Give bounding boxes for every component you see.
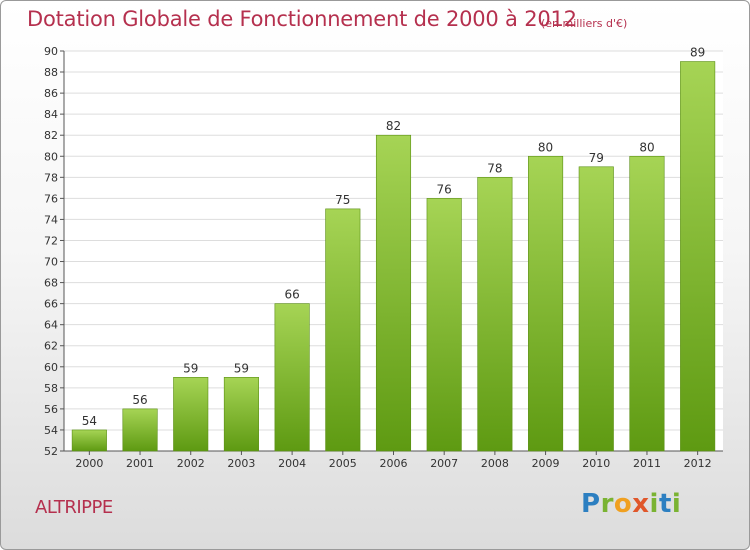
y-tick-label: 54 bbox=[44, 424, 58, 437]
bar bbox=[223, 377, 259, 452]
bar bbox=[629, 155, 665, 452]
y-tick-label: 64 bbox=[44, 319, 58, 332]
x-tick-label: 2003 bbox=[227, 457, 255, 470]
chart-title: Dotation Globale de Fonctionnement de 20… bbox=[27, 7, 577, 31]
data-label: 59 bbox=[234, 361, 249, 375]
y-tick-label: 74 bbox=[44, 213, 58, 226]
data-label: 80 bbox=[639, 140, 654, 154]
x-tick-label: 2011 bbox=[633, 457, 661, 470]
y-tick-label: 68 bbox=[44, 277, 58, 290]
bar bbox=[578, 166, 614, 452]
y-tick-label: 78 bbox=[44, 171, 58, 184]
y-tick-label: 90 bbox=[44, 45, 58, 58]
data-label: 82 bbox=[386, 119, 401, 133]
bar bbox=[173, 377, 209, 452]
bar bbox=[477, 177, 513, 452]
data-label: 76 bbox=[437, 182, 452, 196]
bar bbox=[680, 61, 716, 452]
x-tick-label: 2004 bbox=[278, 457, 306, 470]
y-tick-label: 80 bbox=[44, 150, 58, 163]
data-label: 56 bbox=[132, 393, 147, 407]
bar bbox=[375, 134, 412, 452]
chart-unit: (en milliers d'€) bbox=[541, 17, 628, 30]
bar bbox=[274, 303, 310, 452]
y-tick-label: 82 bbox=[44, 129, 58, 142]
y-tick-label: 66 bbox=[44, 298, 58, 311]
data-label: 66 bbox=[284, 288, 299, 302]
x-tick-label: 2005 bbox=[329, 457, 357, 470]
x-tick-label: 2008 bbox=[481, 457, 509, 470]
y-tick-label: 86 bbox=[44, 87, 58, 100]
data-label: 54 bbox=[82, 414, 97, 428]
data-label: 59 bbox=[183, 361, 198, 375]
x-tick-label: 2001 bbox=[126, 457, 154, 470]
y-tick-label: 88 bbox=[44, 66, 58, 79]
data-label: 79 bbox=[589, 151, 604, 165]
y-tick-label: 60 bbox=[44, 361, 58, 374]
y-tick-label: 62 bbox=[44, 340, 58, 353]
y-tick-label: 58 bbox=[44, 382, 58, 395]
bar bbox=[426, 198, 462, 452]
x-tick-label: 2007 bbox=[430, 457, 458, 470]
x-tick-label: 2002 bbox=[177, 457, 205, 470]
data-label: 78 bbox=[487, 161, 502, 175]
data-label: 80 bbox=[538, 140, 553, 154]
bar bbox=[71, 429, 107, 452]
x-tick-label: 2000 bbox=[75, 457, 103, 470]
x-tick-label: 2012 bbox=[684, 457, 712, 470]
data-label: 89 bbox=[690, 46, 705, 60]
proxiti-logo[interactable]: Proxiti bbox=[581, 489, 682, 519]
commune-name: ALTRIPPE bbox=[35, 497, 113, 518]
bar bbox=[325, 208, 361, 452]
y-tick-label: 72 bbox=[44, 234, 58, 247]
bar bbox=[122, 408, 158, 452]
y-tick-label: 52 bbox=[44, 445, 58, 458]
data-label: 75 bbox=[335, 193, 350, 207]
bar bbox=[528, 155, 564, 452]
y-tick-label: 70 bbox=[44, 256, 58, 269]
x-tick-label: 2006 bbox=[380, 457, 408, 470]
x-tick-label: 2010 bbox=[582, 457, 610, 470]
y-tick-label: 56 bbox=[44, 403, 58, 416]
y-tick-label: 84 bbox=[44, 108, 58, 121]
x-tick-label: 2009 bbox=[532, 457, 560, 470]
y-tick-label: 76 bbox=[44, 192, 58, 205]
plot-area: 52 54 56 58 60 62 64 66 68 70 72 74 76 78 80 82 84 86 88 90… bbox=[44, 45, 723, 470]
